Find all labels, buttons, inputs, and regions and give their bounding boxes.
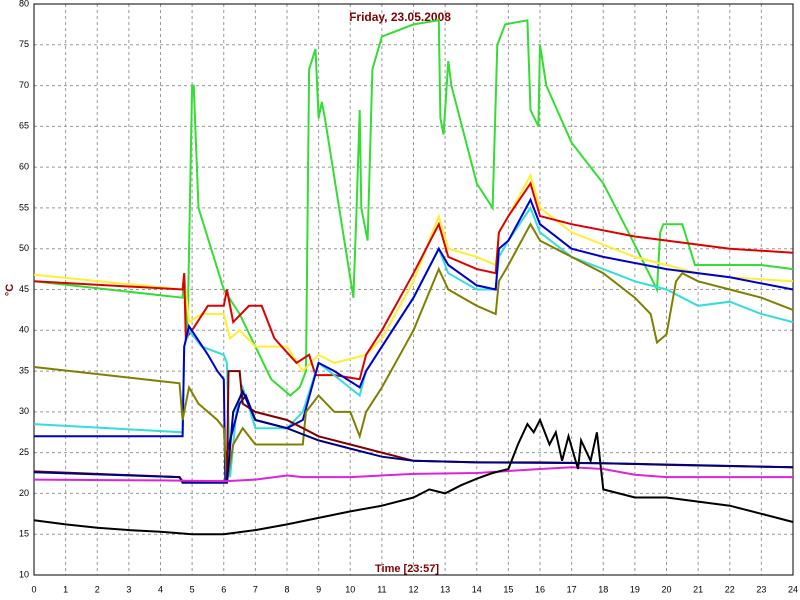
series-line (33, 466, 793, 483)
y-tick-label: 80 (19, 0, 29, 8)
x-tick-label: 2 (95, 584, 100, 594)
y-tick-label: 50 (19, 243, 29, 253)
x-tick-label: 24 (788, 584, 798, 594)
x-tick-label: 23 (756, 584, 766, 594)
x-tick-label: 21 (693, 584, 703, 594)
y-tick-label: 45 (19, 284, 29, 294)
y-tick-label: 65 (19, 121, 29, 131)
y-tick-label: 25 (19, 447, 29, 457)
x-axis-label: Time [23:57] (375, 563, 439, 575)
x-tick-label: 14 (472, 584, 482, 594)
series-line (34, 197, 794, 482)
x-tick-label: 18 (598, 584, 608, 594)
x-tick-label: 16 (535, 584, 545, 594)
x-tick-label: 1 (63, 584, 68, 594)
series-line (33, 172, 794, 373)
chart-title: Friday, 23.05.2008 (349, 10, 451, 24)
series-line (33, 389, 794, 484)
y-axis-label: °C (4, 284, 16, 296)
x-tick-label: 15 (503, 584, 513, 594)
y-tick-label: 10 (19, 569, 29, 579)
series-line (33, 181, 794, 381)
x-tick-label: 0 (31, 584, 36, 594)
y-tick-label: 75 (19, 39, 29, 49)
x-tick-label: 9 (316, 584, 321, 594)
x-tick-label: 8 (284, 584, 289, 594)
y-tick-label: 15 (19, 529, 29, 539)
x-tick-label: 12 (408, 584, 418, 594)
x-tick-label: 13 (440, 584, 450, 594)
y-tick-label: 20 (19, 488, 29, 498)
y-tick-label: 60 (19, 162, 29, 172)
x-tick-label: 4 (158, 584, 163, 594)
x-tick-label: 19 (630, 584, 640, 594)
y-tick-label: 35 (19, 365, 29, 375)
x-tick-label: 17 (567, 584, 577, 594)
x-tick-label: 20 (661, 584, 671, 594)
y-tick-label: 40 (19, 325, 29, 335)
y-tick-label: 30 (19, 406, 29, 416)
x-tick-label: 10 (345, 584, 355, 594)
x-tick-label: 6 (221, 584, 226, 594)
x-tick-label: 5 (190, 584, 195, 594)
y-tick-label: 70 (19, 80, 29, 90)
series-line (33, 417, 794, 536)
x-tick-label: 11 (377, 584, 386, 594)
y-tick-label: 55 (19, 202, 29, 212)
series-line (33, 19, 794, 397)
x-tick-label: 7 (253, 584, 258, 594)
x-tick-label: 3 (126, 584, 131, 594)
series-line (33, 222, 794, 483)
x-tick-label: 22 (725, 584, 735, 594)
